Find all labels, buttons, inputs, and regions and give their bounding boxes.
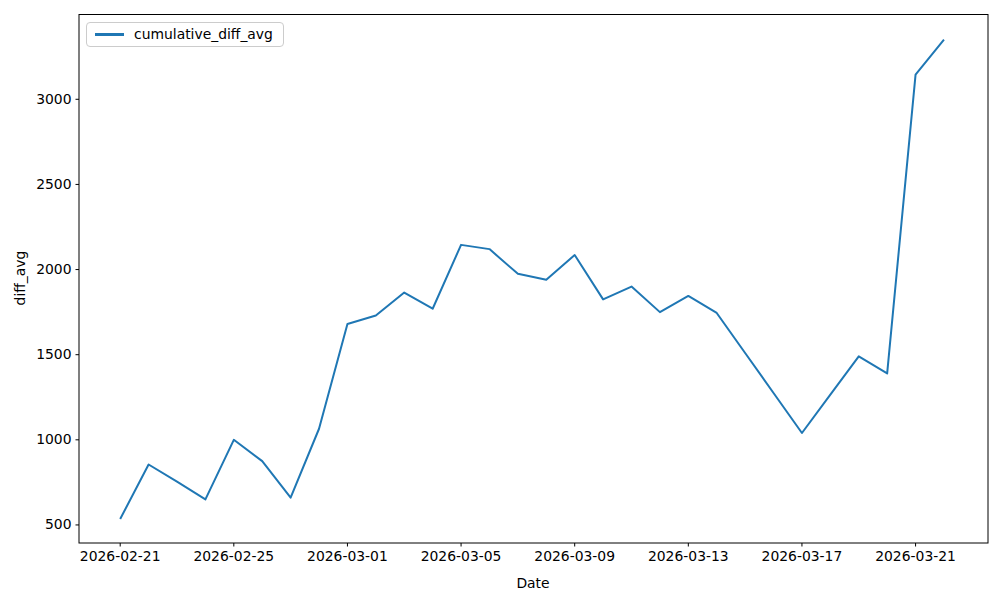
x-tick-label: 2026-03-21	[875, 548, 956, 564]
x-tick-label: 2026-02-25	[193, 548, 274, 564]
y-tick-label: 2500	[36, 176, 71, 192]
legend: cumulative_diff_avg	[86, 22, 284, 47]
y-axis-label: diff_avg	[14, 251, 28, 306]
y-tick-label: 1000	[36, 431, 71, 447]
plot-canvas: 500 1000 1500 2000 2500 3000 2026-02-21 2026-02…	[0, 0, 1000, 600]
x-tick-label: 2026-03-05	[421, 548, 502, 564]
x-tick-label: 2026-03-01	[307, 548, 388, 564]
x-tick-label: 2026-03-13	[648, 548, 729, 564]
y-tick-label: 3000	[36, 91, 71, 107]
legend-label: cumulative_diff_avg	[134, 28, 273, 42]
line-chart-figure: 500 1000 1500 2000 2500 3000 2026-02-21 2026-02…	[0, 0, 1000, 600]
x-tick-label: 2026-03-17	[762, 548, 843, 564]
x-axis-label: Date	[516, 577, 549, 591]
series-line-cumulative_diff_avg	[120, 40, 944, 519]
x-tick-label: 2026-03-09	[534, 548, 615, 564]
y-tick-label: 2000	[36, 261, 71, 277]
axes-frame	[79, 15, 988, 544]
y-tick-label: 1500	[36, 346, 71, 362]
y-tick-label: 500	[45, 516, 72, 532]
x-tick-label: 2026-02-21	[80, 548, 161, 564]
legend-line-swatch	[95, 33, 124, 36]
